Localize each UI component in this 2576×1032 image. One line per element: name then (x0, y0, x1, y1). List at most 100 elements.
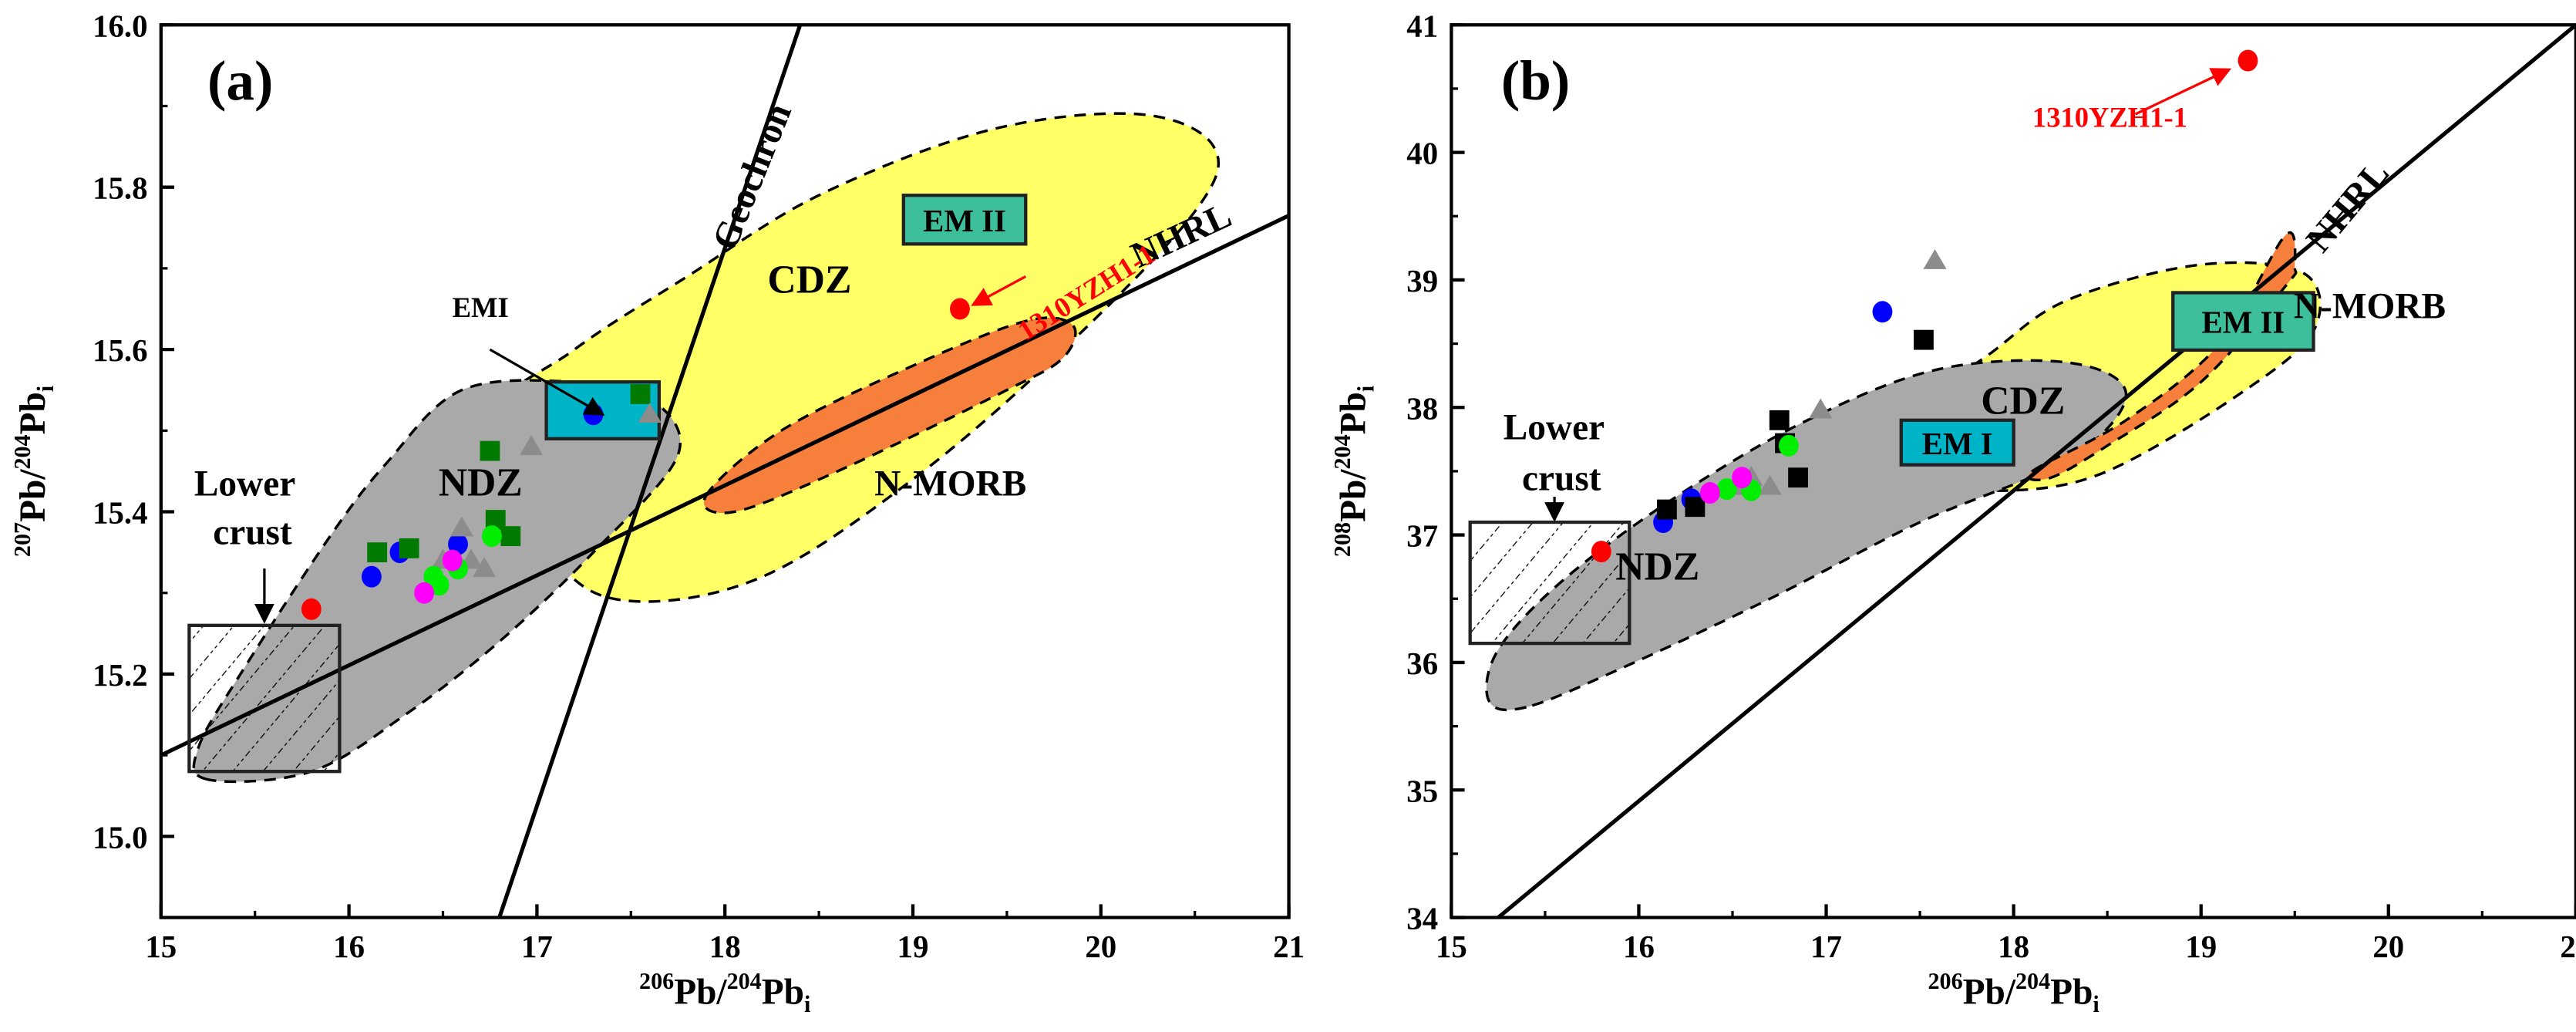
cdz-label: CDZ (767, 258, 851, 302)
marker-gray-triangle (1923, 249, 1947, 269)
marker-1310yzh1-1 (2238, 49, 2258, 72)
marker-gray-triangle (450, 516, 473, 537)
marker-blue-circle (448, 533, 468, 555)
marker-gray-triangle (1758, 474, 1782, 495)
y-tick-label: 39 (1406, 264, 1438, 298)
axis-sup-2: 204 (2015, 968, 2050, 994)
marker-magenta-circle (1699, 482, 1720, 504)
marker-magenta-circle (442, 549, 463, 572)
y-tick-label: 15.8 (93, 171, 148, 206)
marker-1310yzh1-1 (950, 298, 970, 320)
marker-blue-circle (1872, 301, 1893, 323)
nhrl-label: NHRL (2298, 153, 2397, 260)
y-axis-title: 207Pb/204Pbi (9, 386, 59, 557)
x-tick-label: 15 (1436, 929, 1467, 964)
sample-arrow (971, 275, 1027, 306)
ndz-label: NDZ (1615, 545, 1699, 589)
marker-black-square (1657, 499, 1677, 520)
sample-label: 1310YZH1-1 (2032, 102, 2187, 133)
x-tick-label: 19 (897, 929, 929, 964)
marker-green-square (500, 526, 521, 546)
x-tick-label: 18 (709, 929, 741, 964)
marker-magenta-circle (414, 582, 435, 604)
marker-green-square (399, 538, 419, 558)
x-tick-label: 17 (521, 929, 553, 964)
axis-sub: i (1352, 386, 1379, 392)
em-i-box (1899, 418, 2015, 467)
marker-black-square (1914, 329, 1934, 350)
marker-green-square (367, 542, 388, 563)
marker-green-square (630, 384, 651, 404)
axis-mid: Pb/ (1963, 972, 2016, 1012)
geochron-line (497, 25, 803, 918)
nhrl-line (1497, 25, 2576, 918)
emi-arrow (489, 348, 605, 416)
axis-sup-1: 206 (639, 968, 674, 994)
axis-sub: i (2093, 991, 2099, 1017)
axis-base: Pb (1334, 392, 1374, 434)
n-morb-label: N-MORB (2294, 287, 2446, 327)
y-tick-label: 15.2 (93, 658, 148, 693)
lower-crust-box (1468, 520, 1631, 646)
sample-arrow (2134, 68, 2232, 116)
y-tick-label: 40 (1406, 137, 1438, 171)
x-tick-label: 17 (1810, 929, 1842, 964)
x-tick-label: 18 (1998, 929, 2029, 964)
x-tick-label: 20 (2372, 929, 2404, 964)
cdz-label: CDZ (1981, 379, 2065, 423)
y-tick-label: 15.0 (93, 820, 148, 855)
y-axis-title: 208Pb/204Pbi (1329, 386, 1379, 557)
panel-label: (a) (207, 49, 273, 112)
panel-b: EM I EM II (b) CDZ NDZ N-MORB NHRL Lower crust 13… (1329, 8, 2576, 1017)
axis-base: Pb (13, 392, 53, 434)
y-tick-label: 16.0 (93, 8, 148, 43)
em-ii-label: EM II (2201, 305, 2285, 340)
x-tick-label: 20 (1085, 929, 1116, 964)
marker-red-circle (301, 598, 322, 620)
panel-label: (b) (1501, 49, 1570, 112)
field-nmorb (702, 316, 1077, 514)
axis-base: Pb (2050, 972, 2093, 1012)
x-tick-label: 19 (2185, 929, 2217, 964)
marker-red-circle (1591, 541, 1611, 563)
y-tick-label: 15.4 (93, 496, 148, 531)
plot-area: EM I EM II (1468, 25, 2576, 918)
marker-gray-triangle (638, 403, 662, 423)
axis-sup-1: 206 (1928, 968, 1962, 994)
y-tick-label: 15.6 (93, 333, 148, 368)
x-axis-title: 206Pb/204Pbi (639, 968, 810, 1017)
n-morb-label: N-MORB (874, 464, 1026, 504)
axis-sup-2: 204 (1329, 434, 1355, 469)
marker-gray-triangle (520, 435, 544, 456)
marker-blue-circle (361, 565, 382, 588)
field-cdz (479, 112, 1221, 603)
y-tick-label: 41 (1406, 8, 1438, 43)
x-tick-label: 15 (145, 929, 177, 964)
axis-base: Pb (762, 972, 804, 1012)
marker-green-square (480, 440, 500, 461)
plot-area: EM II (160, 25, 1289, 918)
marker-green-circle (429, 574, 450, 596)
axis-sup-1: 207 (9, 522, 35, 557)
lower-crust-label-2: crust (1522, 459, 1601, 499)
field-nmorb (2026, 231, 2298, 481)
marker-black-square (1788, 467, 1808, 488)
em-i-label: EM I (1922, 427, 1993, 461)
emi-label: EMI (453, 292, 509, 323)
y-tick-label: 37 (1406, 519, 1438, 554)
lower-crust-box (187, 623, 342, 774)
lower-crust-label-2: crust (213, 513, 292, 553)
x-tick-label: 16 (1623, 929, 1655, 964)
axis-mid: Pb/ (674, 972, 727, 1012)
marker-black-square (1685, 497, 1706, 518)
lower-crust-label: Lower (1504, 408, 1605, 448)
x-tick-label: 21 (2560, 929, 2576, 964)
marker-gray-triangle (1809, 398, 1833, 419)
ndz-label: NDZ (439, 460, 523, 504)
axis-sup-2: 204 (9, 434, 35, 469)
y-tick-label: 36 (1406, 646, 1438, 681)
axis-sup-2: 204 (727, 968, 762, 994)
axis-sub: i (32, 386, 59, 392)
